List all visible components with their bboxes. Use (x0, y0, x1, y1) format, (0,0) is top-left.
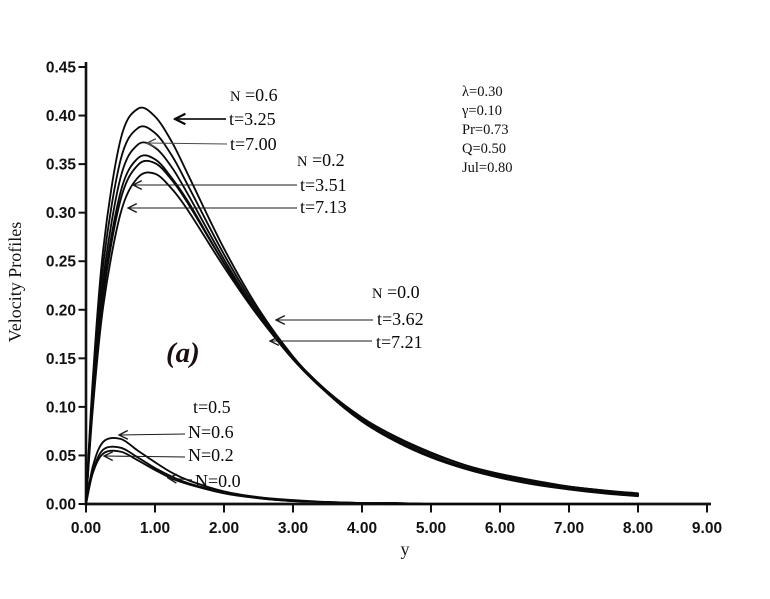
x-tick-label: 8.00 (623, 520, 653, 537)
y-tick-label: 0.25 (46, 254, 77, 271)
parameter-box: λ=0.30 γ=0.10 Pr=0.73 Q=0.50 Jul=0.80 (461, 84, 512, 176)
annotation-label: N =0.6 (230, 85, 278, 105)
parameter-line: Jul=0.80 (462, 160, 512, 176)
parameter-line: Pr=0.73 (462, 122, 508, 138)
x-tick-label: 4.00 (347, 520, 377, 537)
x-tick-label: 7.00 (554, 520, 584, 537)
annotations: N =0.6 t=3.25 t=7.00 N =0.2 t=3.51t=7.13 N =0… (104, 85, 424, 491)
x-tick-label: 9.00 (692, 520, 722, 537)
annotation-label: t=3.51 (300, 175, 347, 195)
annotation-arrow (147, 143, 228, 144)
annotation-label: t=3.62 (377, 309, 424, 329)
y-tick-label: 0.30 (46, 205, 76, 222)
y-tick-label: 0.45 (46, 60, 77, 77)
velocity-curve (85, 437, 639, 506)
x-tick-label: 3.00 (278, 520, 308, 537)
velocity-curve (85, 171, 639, 505)
y-tick-label: 0.05 (46, 448, 77, 465)
annotation-label: N=0.6 (188, 422, 234, 442)
y-tick-label: 0.35 (46, 157, 77, 174)
parameter-line: Q=0.50 (462, 141, 506, 157)
annotation-label: N=0.0 (195, 471, 241, 491)
annotation-label: N =0.2 (297, 150, 345, 170)
velocity-curve (85, 125, 639, 505)
annotation-label: N=0.2 (188, 445, 234, 465)
annotation-label: t=3.25 (229, 109, 276, 129)
annotation-arrow (119, 434, 186, 435)
y-tick-label: 0.40 (46, 108, 76, 125)
y-tick-label: 0.20 (46, 302, 76, 319)
x-tick-label: 1.00 (140, 520, 170, 537)
x-tick-label: 5.00 (416, 520, 446, 537)
x-tick-label: 6.00 (485, 520, 515, 537)
velocity-curve (85, 106, 639, 505)
curves (85, 106, 639, 506)
x-tick-label: 2.00 (209, 520, 239, 537)
y-tick-label: 0.00 (46, 497, 76, 514)
annotation-label: t=7.13 (300, 197, 347, 217)
x-axis-title: y (401, 539, 410, 559)
annotation-label: t=0.5 (193, 397, 231, 417)
parameter-line: γ=0.10 (461, 103, 502, 119)
velocity-curve (85, 445, 639, 506)
annotation-label: t=7.21 (376, 332, 423, 352)
x-tick-label: 0.00 (71, 520, 101, 537)
annotation-arrow (168, 478, 193, 480)
parameter-line: λ=0.30 (462, 84, 503, 100)
velocity-curve (85, 159, 639, 505)
y-axis-title: Velocity Profiles (5, 222, 25, 342)
y-tick-label: 0.15 (46, 351, 77, 368)
panel-label: (a) (166, 337, 200, 369)
annotation-arrow (104, 456, 186, 457)
axes: 0.00 0.05 0.10 0.15 0.20 0.25 0.30 0.35 0.40 0.45… (46, 60, 722, 538)
annotation-label: t=7.00 (230, 134, 277, 154)
velocity-curve (85, 449, 639, 506)
velocity-curve (85, 141, 639, 505)
y-tick-label: 0.10 (46, 399, 76, 416)
annotation-label: N =0.0 (372, 282, 420, 302)
